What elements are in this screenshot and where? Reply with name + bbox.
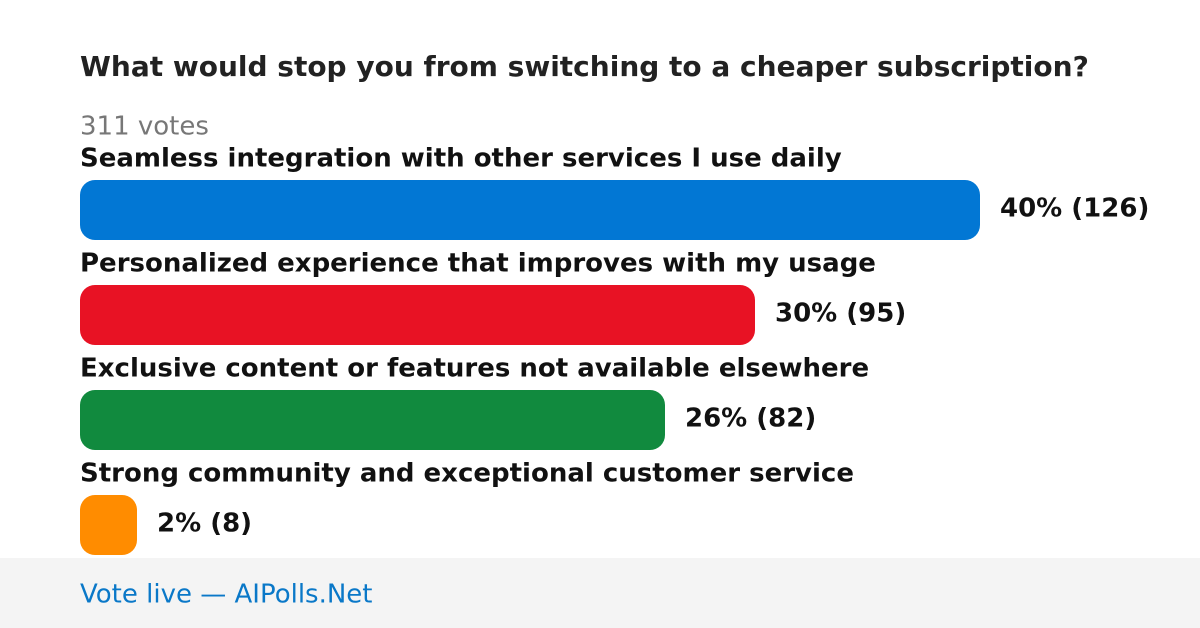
option-label: Personalized experience that improves wi… (80, 249, 876, 279)
vote-count: 311 votes (80, 112, 209, 142)
option-label: Strong community and exceptional custome… (80, 459, 854, 489)
value-label: 30% (95) (775, 299, 906, 329)
bar (80, 285, 755, 345)
value-label: 2% (8) (157, 509, 252, 539)
bar (80, 390, 665, 450)
footer-link[interactable]: Vote live — AIPolls.Net (80, 580, 373, 610)
chart-title: What would stop you from switching to a … (80, 50, 1089, 83)
option-label: Exclusive content or features not availa… (80, 354, 869, 384)
value-label: 40% (126) (1000, 194, 1149, 224)
bar (80, 495, 137, 555)
footer-bar (0, 558, 1200, 628)
value-label: 26% (82) (685, 404, 816, 434)
bar (80, 180, 980, 240)
option-label: Seamless integration with other services… (80, 144, 842, 174)
